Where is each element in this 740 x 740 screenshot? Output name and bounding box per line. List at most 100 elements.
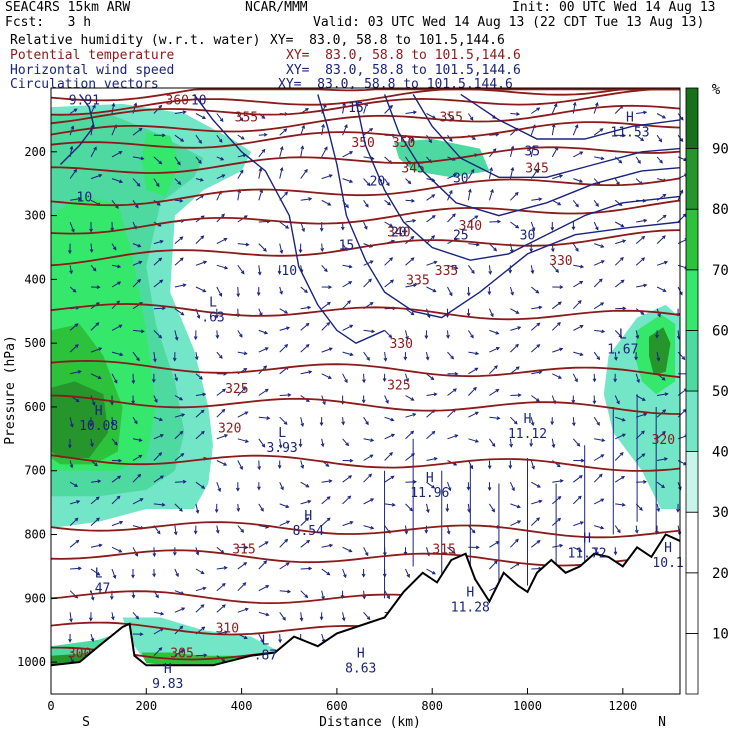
wind-vector xyxy=(258,541,269,548)
wind-vector-head xyxy=(239,466,243,471)
extremum-marker: H xyxy=(664,541,672,556)
wind-vector-head xyxy=(574,378,578,383)
wind-vector-head xyxy=(404,530,409,535)
wind-vector xyxy=(614,476,625,483)
wind-vector xyxy=(174,525,177,535)
wind-vector xyxy=(552,174,563,180)
wind-vector-head xyxy=(266,416,271,420)
wind-vector-head xyxy=(641,257,646,262)
wind-vector-head xyxy=(203,653,208,658)
wind-vector xyxy=(636,219,647,223)
theta-contour-label: 320 xyxy=(652,433,675,448)
wind-vector xyxy=(174,413,185,418)
wind-vector xyxy=(321,480,332,483)
wind-vector-head xyxy=(347,300,351,304)
wind-vector-head xyxy=(328,479,333,484)
wind-vector-head xyxy=(411,198,416,203)
wind-vector xyxy=(195,431,205,440)
wind-vector-head xyxy=(656,357,661,362)
wind-vector-head xyxy=(361,399,366,404)
wind-vector xyxy=(384,199,391,206)
wind-vector xyxy=(488,438,496,447)
wind-vector xyxy=(594,243,604,248)
wind-vector-head xyxy=(278,639,282,644)
wind-vector-head xyxy=(287,589,292,594)
wind-vector-head xyxy=(243,635,248,640)
circulation-vectors-layer xyxy=(68,101,690,666)
wind-vector xyxy=(69,417,73,427)
wind-vector-head xyxy=(390,417,395,422)
wind-contour-label: 25 xyxy=(453,229,469,244)
wind-vector-head xyxy=(369,302,374,306)
wind-vector-head xyxy=(299,617,304,622)
wind-vector-head xyxy=(529,248,534,253)
wind-vector-head xyxy=(182,479,187,484)
wind-vector xyxy=(321,174,333,180)
wind-vector-head xyxy=(620,279,625,284)
wind-vector-head xyxy=(326,496,331,500)
wind-vector-head xyxy=(196,315,201,319)
wind-vector-head xyxy=(510,291,514,296)
wind-contour-label: 10 xyxy=(77,190,93,205)
wind-vector-head xyxy=(159,434,164,438)
wind-vector-head xyxy=(622,133,627,138)
wind-vector-head xyxy=(474,439,479,443)
wind-vector xyxy=(237,154,246,158)
wind-vector-head xyxy=(681,356,686,361)
wind-vector xyxy=(321,568,330,576)
wind-vector-head xyxy=(345,442,350,447)
wind-vector-head xyxy=(96,517,100,522)
wind-vector-head xyxy=(328,174,333,178)
theta-contour-line xyxy=(50,88,680,116)
wind-vector xyxy=(300,169,308,179)
field-xy-rh: XY= 83.0, 58.8 to 101.5,144.6 xyxy=(270,33,505,48)
theta-contour-label: 330 xyxy=(549,254,572,269)
wind-vector-head xyxy=(596,356,601,361)
wind-vector xyxy=(384,257,393,266)
wind-vector xyxy=(258,149,266,158)
wind-vector-head xyxy=(308,197,313,201)
wind-vector xyxy=(153,156,162,165)
wind-vector-head xyxy=(407,180,412,185)
wind-vector xyxy=(468,411,479,418)
wind-vector xyxy=(593,128,603,136)
wind-vector-head xyxy=(365,421,369,426)
wind-vector xyxy=(237,503,239,512)
wind-vector xyxy=(573,351,583,356)
wind-contour-label: 20 xyxy=(370,174,386,189)
wind-vector xyxy=(69,323,79,331)
wind-vector xyxy=(300,306,311,310)
wind-vector-head xyxy=(577,300,582,304)
wind-vector-head xyxy=(643,110,648,115)
wind-vector-head xyxy=(179,396,184,401)
wind-vector-head xyxy=(174,377,178,382)
theta-contour-label: 355 xyxy=(440,111,463,126)
wind-vector-head xyxy=(182,110,187,115)
wind-vector xyxy=(552,544,563,548)
wind-vector-head xyxy=(474,411,479,416)
wind-vector-head xyxy=(236,508,241,513)
wind-vector-head xyxy=(366,356,370,361)
wind-vector xyxy=(279,344,288,353)
wind-vector-head xyxy=(469,116,474,121)
wind-vector-head xyxy=(559,174,564,178)
wind-vector-head xyxy=(598,278,603,283)
wind-vector xyxy=(69,108,78,114)
wind-vector xyxy=(216,134,223,143)
wind-vector xyxy=(363,329,375,333)
wind-vector-head xyxy=(595,203,599,207)
wind-vector xyxy=(195,156,202,164)
wind-vector-head xyxy=(517,393,522,398)
wind-vector xyxy=(447,174,457,180)
wind-vector xyxy=(195,604,205,613)
wind-vector xyxy=(405,395,414,401)
wind-vector-head xyxy=(240,270,245,275)
wind-vector-head xyxy=(617,529,621,534)
x-tick-label: 400 xyxy=(231,699,253,713)
wind-vector-head xyxy=(320,443,325,448)
wind-vector-head xyxy=(508,269,513,274)
wind-vector-head xyxy=(466,312,471,317)
wind-vector-head xyxy=(283,421,288,425)
wind-vector xyxy=(384,105,393,114)
wind-vector-head xyxy=(579,475,583,479)
